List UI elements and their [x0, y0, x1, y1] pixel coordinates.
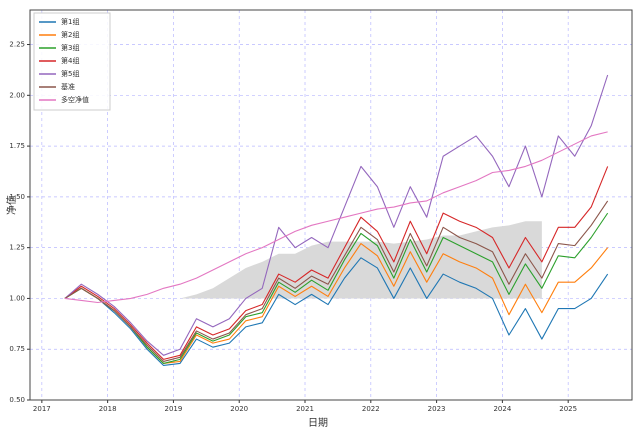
x-tick-label: 2022 — [362, 405, 380, 413]
x-tick-label: 2017 — [33, 405, 51, 413]
fill-area — [64, 221, 542, 299]
legend-label: 第4组 — [61, 56, 79, 65]
legend-label: 基准 — [61, 82, 75, 91]
x-tick-label: 2019 — [165, 405, 183, 413]
series-line — [64, 131, 608, 304]
series-line — [64, 74, 609, 356]
series-line — [64, 200, 609, 362]
legend-label: 多空净值 — [61, 95, 89, 104]
y-tick-label: 0.50 — [9, 396, 25, 404]
legend-label: 第1组 — [61, 17, 79, 26]
plot-frame — [29, 9, 633, 401]
x-tick-label: 2024 — [493, 405, 511, 413]
legend-label: 第5组 — [61, 69, 79, 78]
x-tick-label: 2023 — [428, 405, 446, 413]
series-line — [64, 257, 609, 367]
y-tick-label: 2.25 — [9, 41, 25, 49]
x-tick-label: 2018 — [99, 405, 117, 413]
x-tick-label: 2020 — [230, 405, 248, 413]
y-tick-label: 1.75 — [9, 142, 25, 150]
y-tick-label: 0.75 — [9, 345, 25, 353]
legend-label: 第2组 — [61, 30, 79, 39]
series-line — [64, 212, 609, 364]
y-tick-label: 2.00 — [9, 91, 25, 99]
y-axis-label: 净值 — [5, 195, 18, 215]
y-tick-label: 1.00 — [9, 294, 25, 302]
x-axis-label: 日期 — [308, 417, 328, 429]
series-line — [64, 166, 609, 360]
y-tick-label: 1.50 — [9, 193, 25, 201]
y-tick-label: 1.25 — [9, 244, 25, 252]
legend-label: 第3组 — [61, 43, 79, 52]
x-tick-label: 2021 — [296, 405, 314, 413]
x-tick-label: 2025 — [559, 405, 577, 413]
